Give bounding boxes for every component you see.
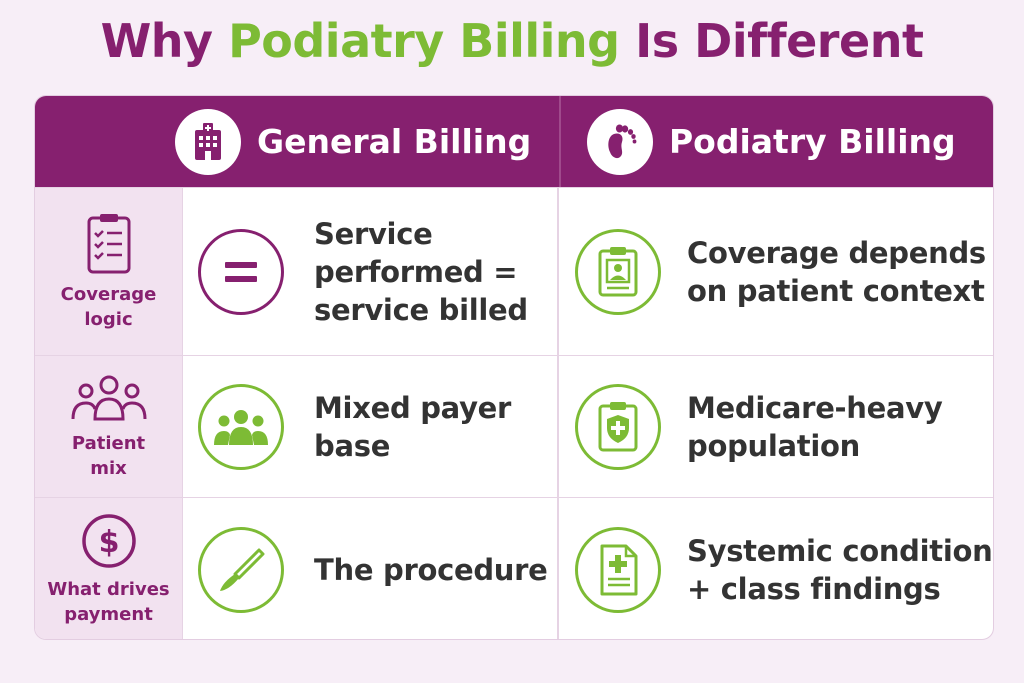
general-cell: The procedure: [184, 498, 559, 639]
dollar-icon: $: [81, 513, 136, 568]
podiatry-cell: Medicare-heavy population: [561, 356, 993, 497]
shield-clipboard-icon: [575, 383, 661, 470]
podiatry-text: Systemic condition + class findings: [687, 533, 993, 606]
group-icon: [198, 383, 284, 470]
title-highlight: Podiatry Billing: [228, 14, 620, 68]
medical-document-icon: [575, 526, 661, 613]
general-text: Service performed = service billed: [314, 216, 528, 327]
scalpel-icon: [198, 526, 284, 613]
table-row: $ What drives payment The procedure: [35, 497, 993, 639]
category-cell: $ What drives payment: [35, 498, 183, 639]
table-row: Coverage logic Service performed = servi…: [35, 187, 993, 355]
patient-chart-icon: [575, 228, 661, 315]
page-title: Why Podiatry Billing Is Different: [0, 14, 1024, 68]
podiatry-text: Coverage depends on patient context: [687, 235, 986, 308]
general-text: Mixed payer base: [314, 390, 512, 463]
title-part1: Why: [100, 14, 229, 68]
podiatry-cell: Systemic condition + class findings: [561, 498, 993, 639]
category-cell: Coverage logic: [35, 188, 183, 355]
comparison-table: General Billing Podiatry Billing: [34, 95, 994, 640]
podiatry-text: Medicare-heavy population: [687, 390, 943, 463]
header-general-label: General Billing: [257, 122, 532, 161]
category-label: What drives payment: [47, 578, 170, 625]
hospital-icon: [175, 108, 241, 175]
general-cell: Mixed payer base: [184, 356, 559, 497]
category-label: Coverage logic: [60, 283, 157, 330]
header-divider: [559, 96, 561, 187]
podiatry-cell: Coverage depends on patient context: [561, 188, 993, 355]
header-podiatry-label: Podiatry Billing: [669, 122, 956, 161]
title-part3: Is Different: [619, 14, 924, 68]
category-label: Patient mix: [71, 432, 146, 479]
header-podiatry: Podiatry Billing: [561, 96, 993, 187]
table-row: Patient mix Mixed payer base: [35, 355, 993, 497]
clipboard-checklist-icon: [87, 213, 130, 273]
general-cell: Service performed = service billed: [184, 188, 559, 355]
header-general: General Billing: [35, 96, 559, 187]
equals-icon: [198, 228, 284, 315]
foot-icon: [587, 108, 653, 175]
people-group-icon: [71, 375, 146, 420]
category-cell: Patient mix: [35, 356, 183, 497]
general-text: The procedure: [314, 552, 548, 587]
svg-text:$: $: [98, 525, 119, 560]
